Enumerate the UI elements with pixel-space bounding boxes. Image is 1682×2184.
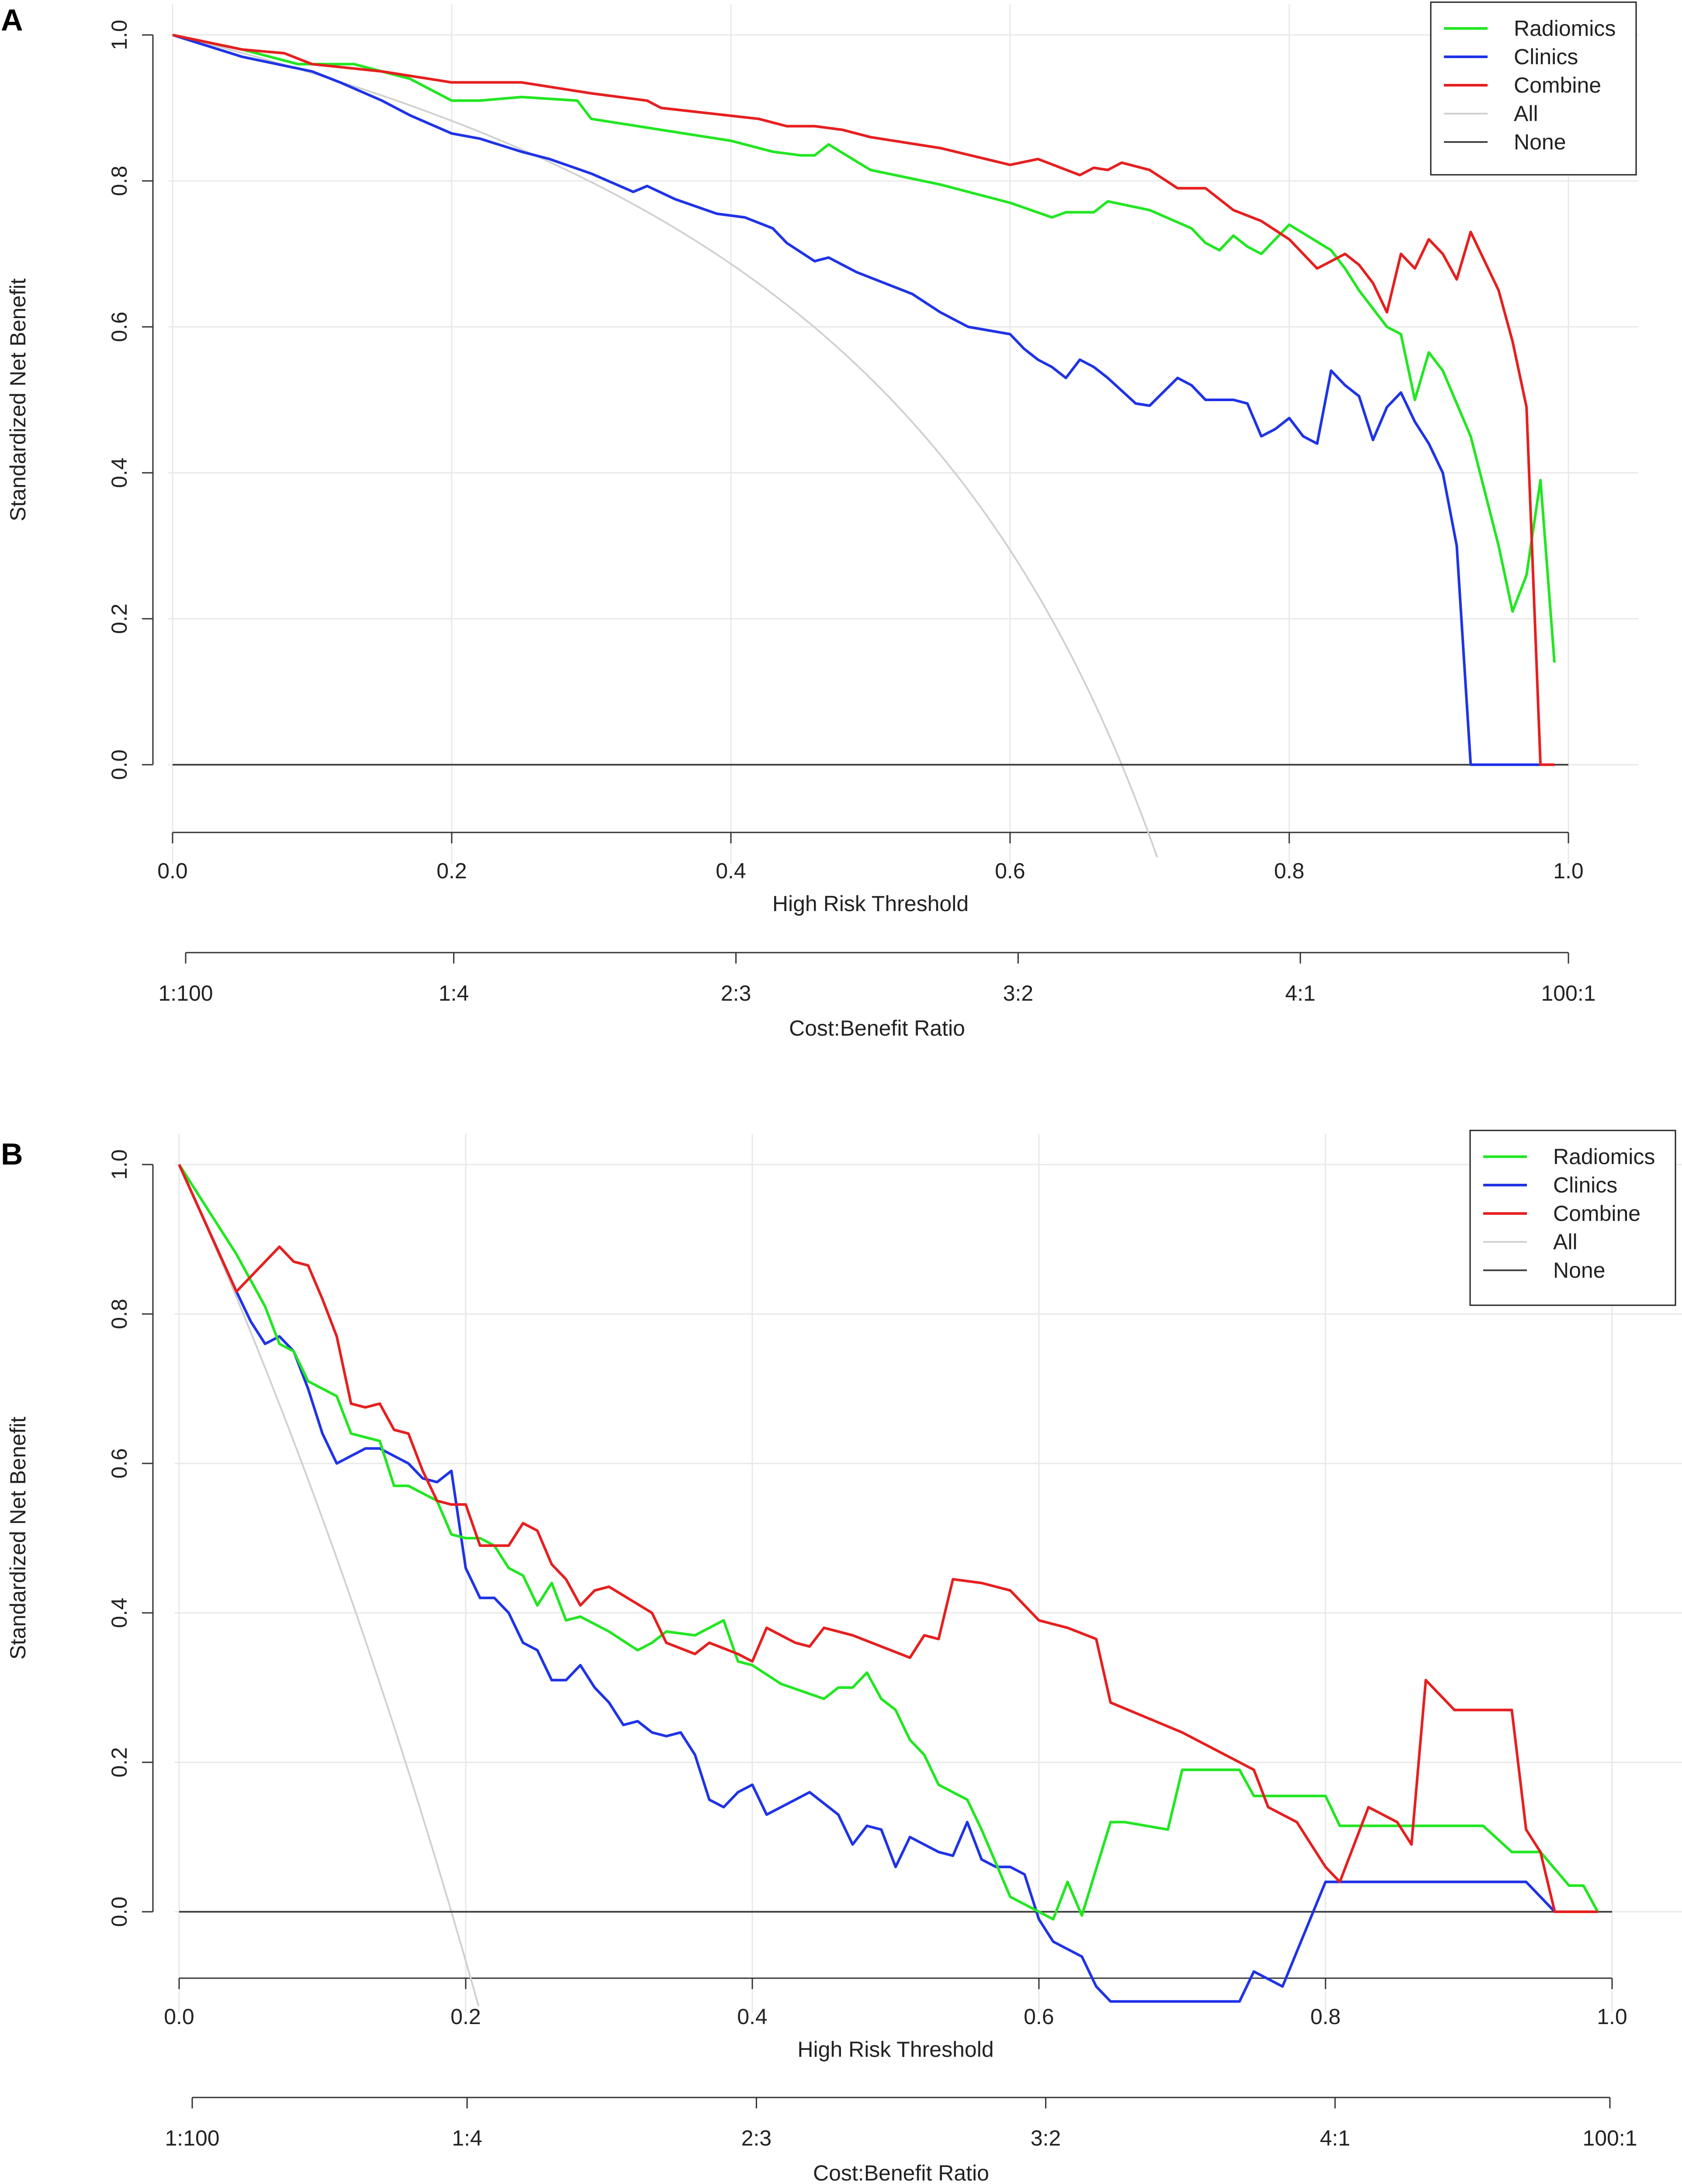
ratio-tick-label: 100:1	[1582, 2126, 1637, 2150]
series-combine	[178, 1164, 1598, 1913]
x-tick-label: 1.0	[1553, 859, 1584, 883]
ratio-tick-label: 3:2	[1031, 2126, 1061, 2150]
y-tick-label: 0.8	[107, 166, 132, 196]
ratio-tick-label: 2:3	[721, 981, 751, 1005]
x-tick-label: 0.0	[157, 859, 188, 883]
x-tick-label: 1.0	[1597, 2004, 1627, 2029]
x-axis-title: High Risk Threshold	[797, 2037, 993, 2062]
x-tick-label: 0.8	[1310, 2004, 1341, 2029]
legend-label-none: None	[1514, 130, 1566, 154]
x-axis-title: High Risk Threshold	[772, 891, 969, 916]
legend: Radiomics Clinics Combine All None	[1469, 1130, 1676, 1306]
legend-label-all: All	[1514, 101, 1538, 126]
series-all	[178, 1164, 480, 2006]
legend-label-combine: Combine	[1553, 1201, 1640, 1226]
y-axis: 0.0 0.2 0.4 0.6 0.8 1.0 Standardized Net Benef…	[6, 20, 154, 780]
y-tick-label: 0.6	[107, 1448, 132, 1479]
legend-label-all: All	[1553, 1230, 1578, 1254]
ratio-axis: 1:100 1:4 2:3 3:2 4:1 100:1 Cost:Benefit Ratio	[158, 952, 1596, 1040]
y-tick-label: 0.8	[107, 1299, 132, 1329]
legend-label-combine: Combine	[1514, 73, 1601, 97]
y-tick-label: 0.2	[107, 1747, 132, 1778]
y-tick-label: 0.0	[107, 749, 132, 780]
chart-panel-b: B 0.0 0.2 0.4 0.6 0.8 1.0 Standardized Net Bene…	[1, 1130, 1682, 2184]
ratio-axis-title: Cost:Benefit Ratio	[813, 2161, 989, 2184]
y-axis-title: Standardized Net Benefit	[6, 1417, 30, 1660]
legend-label-clinics: Clinics	[1553, 1173, 1617, 1197]
legend-label-radiomics: Radiomics	[1514, 16, 1616, 41]
ratio-tick-label: 2:3	[741, 2126, 772, 2150]
x-tick-label: 0.8	[1274, 859, 1305, 883]
x-tick-label: 0.6	[995, 859, 1025, 883]
x-tick-label: 0.2	[436, 859, 467, 883]
y-tick-label: 0.2	[107, 603, 132, 634]
legend-label-none: None	[1553, 1258, 1606, 1283]
grid	[168, 4, 1638, 864]
y-tick-label: 0.4	[107, 1598, 132, 1628]
curves	[172, 34, 1568, 857]
y-tick-label: 0.4	[107, 458, 132, 488]
ratio-tick-label: 100:1	[1541, 981, 1595, 1005]
y-axis: 0.0 0.2 0.4 0.6 0.8 1.0 Standardized Net Benef…	[6, 1149, 154, 1927]
series-radiomics	[178, 1164, 1599, 1921]
series-clinics	[172, 34, 1541, 766]
x-tick-label: 0.0	[164, 2004, 194, 2029]
x-axis: 0.0 0.2 0.4 0.6 0.8 1.0 High Risk Threshold	[157, 832, 1584, 916]
panel-letter: B	[1, 1137, 23, 1171]
curves	[178, 1164, 1612, 2006]
x-tick-label: 0.4	[716, 859, 746, 883]
x-tick-label: 0.6	[1024, 2004, 1054, 2029]
y-axis-title: Standardized Net Benefit	[6, 278, 30, 521]
y-tick-label: 1.0	[107, 20, 132, 50]
ratio-tick-label: 4:1	[1285, 981, 1316, 1005]
series-radiomics	[172, 34, 1556, 663]
ratio-axis: 1:100 1:4 2:3 3:2 4:1 100:1 Cost:Benefit Ratio	[165, 2097, 1637, 2184]
ratio-tick-label: 1:4	[439, 981, 469, 1005]
legend-box	[1469, 1130, 1676, 1306]
legend-label-clinics: Clinics	[1514, 45, 1578, 69]
y-tick-label: 0.6	[107, 312, 132, 342]
legend-label-radiomics: Radiomics	[1553, 1144, 1655, 1169]
x-tick-label: 0.2	[450, 2004, 481, 2029]
panel-letter: A	[1, 3, 23, 37]
legend-box	[1430, 1, 1637, 176]
x-tick-label: 0.4	[737, 2004, 768, 2029]
ratio-axis-title: Cost:Benefit Ratio	[789, 1016, 965, 1040]
series-clinics	[178, 1164, 1598, 2003]
y-tick-label: 1.0	[107, 1149, 132, 1180]
ratio-tick-label: 1:100	[165, 2126, 219, 2150]
x-axis: 0.0 0.2 0.4 0.6 0.8 1.0 High Risk Threshold	[164, 1977, 1627, 2062]
ratio-tick-label: 1:100	[158, 981, 213, 1005]
legend: Radiomics Clinics Combine All None	[1430, 1, 1637, 176]
series-combine	[172, 34, 1555, 766]
chart-panel-a: A 0.0 0.2 0.4 0.6 0.8 1.0 Standardized Net Bene…	[1, 1, 1638, 1040]
ratio-tick-label: 1:4	[452, 2126, 482, 2150]
y-tick-label: 0.0	[107, 1896, 132, 1927]
ratio-tick-label: 3:2	[1003, 981, 1034, 1005]
ratio-tick-label: 4:1	[1320, 2126, 1350, 2150]
